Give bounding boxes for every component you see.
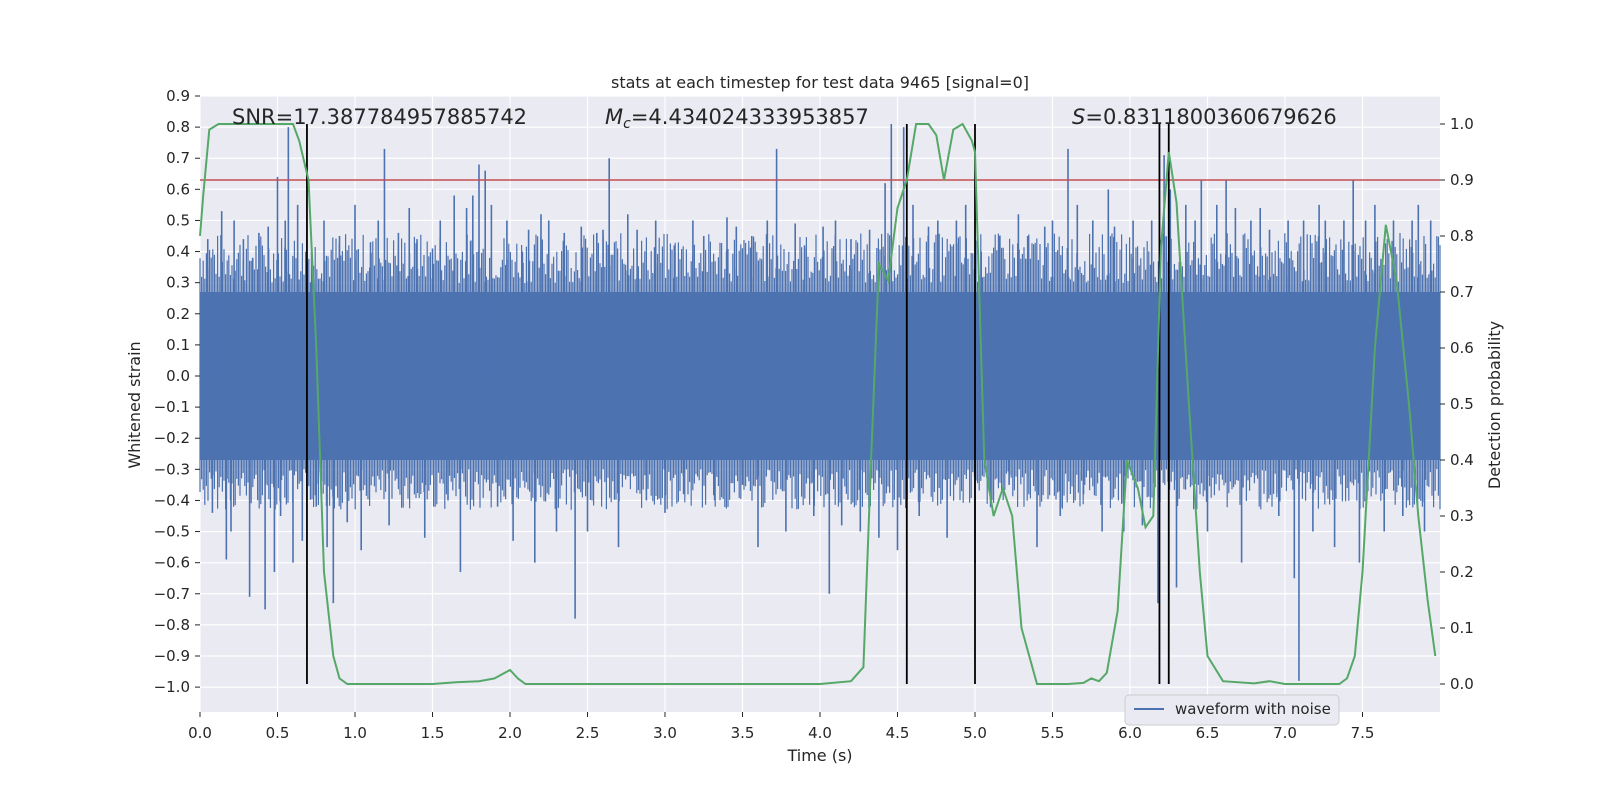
s-annotation: S=0.8311800360679626 (1072, 105, 1337, 129)
y-axis-ticks: 0.9 0.8 0.7 0.6 0.5 0.4 0.3 0.2 0.1 0.0 −0.1 −0.2 −0… (154, 87, 200, 696)
y2-tick-label: 0.5 (1450, 395, 1474, 413)
y2-axis-label: Detection probability (1485, 321, 1504, 489)
y-tick-label: 0.4 (166, 243, 190, 261)
y-tick-label: 0.7 (166, 149, 190, 167)
x-tick-label: 5.5 (1041, 724, 1065, 742)
y2-tick-label: 0.3 (1450, 507, 1474, 525)
x-tick-label: 6.0 (1118, 724, 1142, 742)
y-tick-label: −0.6 (154, 554, 190, 572)
y2-tick-label: 0.1 (1450, 619, 1474, 637)
y-tick-label: −0.3 (154, 460, 190, 478)
x-tick-label: 2.5 (576, 724, 600, 742)
y-tick-label: −0.8 (154, 616, 190, 634)
s-value: =0.8311800360679626 (1085, 105, 1336, 129)
y-tick-label: 0.5 (166, 211, 190, 229)
chirp-mass-value: =4.434024333953857 (631, 105, 869, 129)
y2-tick-label: 0.2 (1450, 563, 1474, 581)
x-tick-label: 0.5 (266, 724, 290, 742)
chirp-mass-subscript: c (623, 116, 631, 132)
y2-tick-label: 0.7 (1450, 283, 1474, 301)
snr-annotation: SNR=17.387784957885742 (232, 105, 527, 129)
y-tick-label: −0.4 (154, 491, 190, 509)
x-tick-label: 4.0 (808, 724, 832, 742)
y-tick-label: −0.2 (154, 429, 190, 447)
x-tick-label: 7.5 (1351, 724, 1375, 742)
x-tick-label: 5.0 (963, 724, 987, 742)
y2-tick-label: 1.0 (1450, 115, 1474, 133)
x-tick-label: 2.0 (498, 724, 522, 742)
x-tick-label: 7.0 (1273, 724, 1297, 742)
y-tick-label: 0.3 (166, 274, 190, 292)
vertical-markers (306, 124, 1170, 684)
y2-axis-ticks: 1.0 0.9 0.8 0.7 0.6 0.5 0.4 0.3 0.2 0.1 0.0 (1440, 115, 1474, 693)
x-tick-label: 3.5 (731, 724, 755, 742)
x-axis-label: Time (s) (786, 746, 852, 765)
legend: waveform with noise (1124, 694, 1340, 726)
y-axis-label: Whitened strain (125, 341, 144, 468)
legend-box (1124, 694, 1340, 726)
y2-tick-label: 0.9 (1450, 171, 1474, 189)
chirp-mass-annotation: Mc=4.434024333953857 (605, 105, 869, 132)
s-symbol: S (1072, 105, 1085, 129)
chirp-mass-symbol: M (605, 105, 623, 129)
x-tick-label: 3.0 (653, 724, 677, 742)
x-tick-label: 6.5 (1196, 724, 1220, 742)
y-tick-label: −0.5 (154, 523, 190, 541)
y-tick-label: −0.9 (154, 647, 190, 665)
waveform-series (199, 124, 1441, 681)
chart-title: stats at each timestep for test data 946… (611, 73, 1029, 92)
y2-tick-label: 0.0 (1450, 675, 1474, 693)
y-tick-label: 0.6 (166, 180, 190, 198)
y-tick-label: 0.9 (166, 87, 190, 105)
y-tick-label: 0.8 (166, 118, 190, 136)
x-tick-label: 1.0 (343, 724, 367, 742)
y-tick-label: −0.1 (154, 398, 190, 416)
y-tick-label: 0.0 (166, 367, 190, 385)
y2-tick-label: 0.4 (1450, 451, 1474, 469)
probability-series (199, 122, 1437, 685)
x-tick-label: 4.5 (886, 724, 910, 742)
y-tick-label: 0.1 (166, 336, 190, 354)
legend-entry: waveform with noise (1175, 700, 1331, 718)
y2-tick-label: 0.6 (1450, 339, 1474, 357)
y2-tick-label: 0.8 (1450, 227, 1474, 245)
y-tick-label: 0.2 (166, 305, 190, 323)
x-tick-label: 1.5 (421, 724, 445, 742)
x-tick-label: 0.0 (188, 724, 212, 742)
y-tick-label: −1.0 (154, 678, 190, 696)
y-tick-label: −0.7 (154, 585, 190, 603)
